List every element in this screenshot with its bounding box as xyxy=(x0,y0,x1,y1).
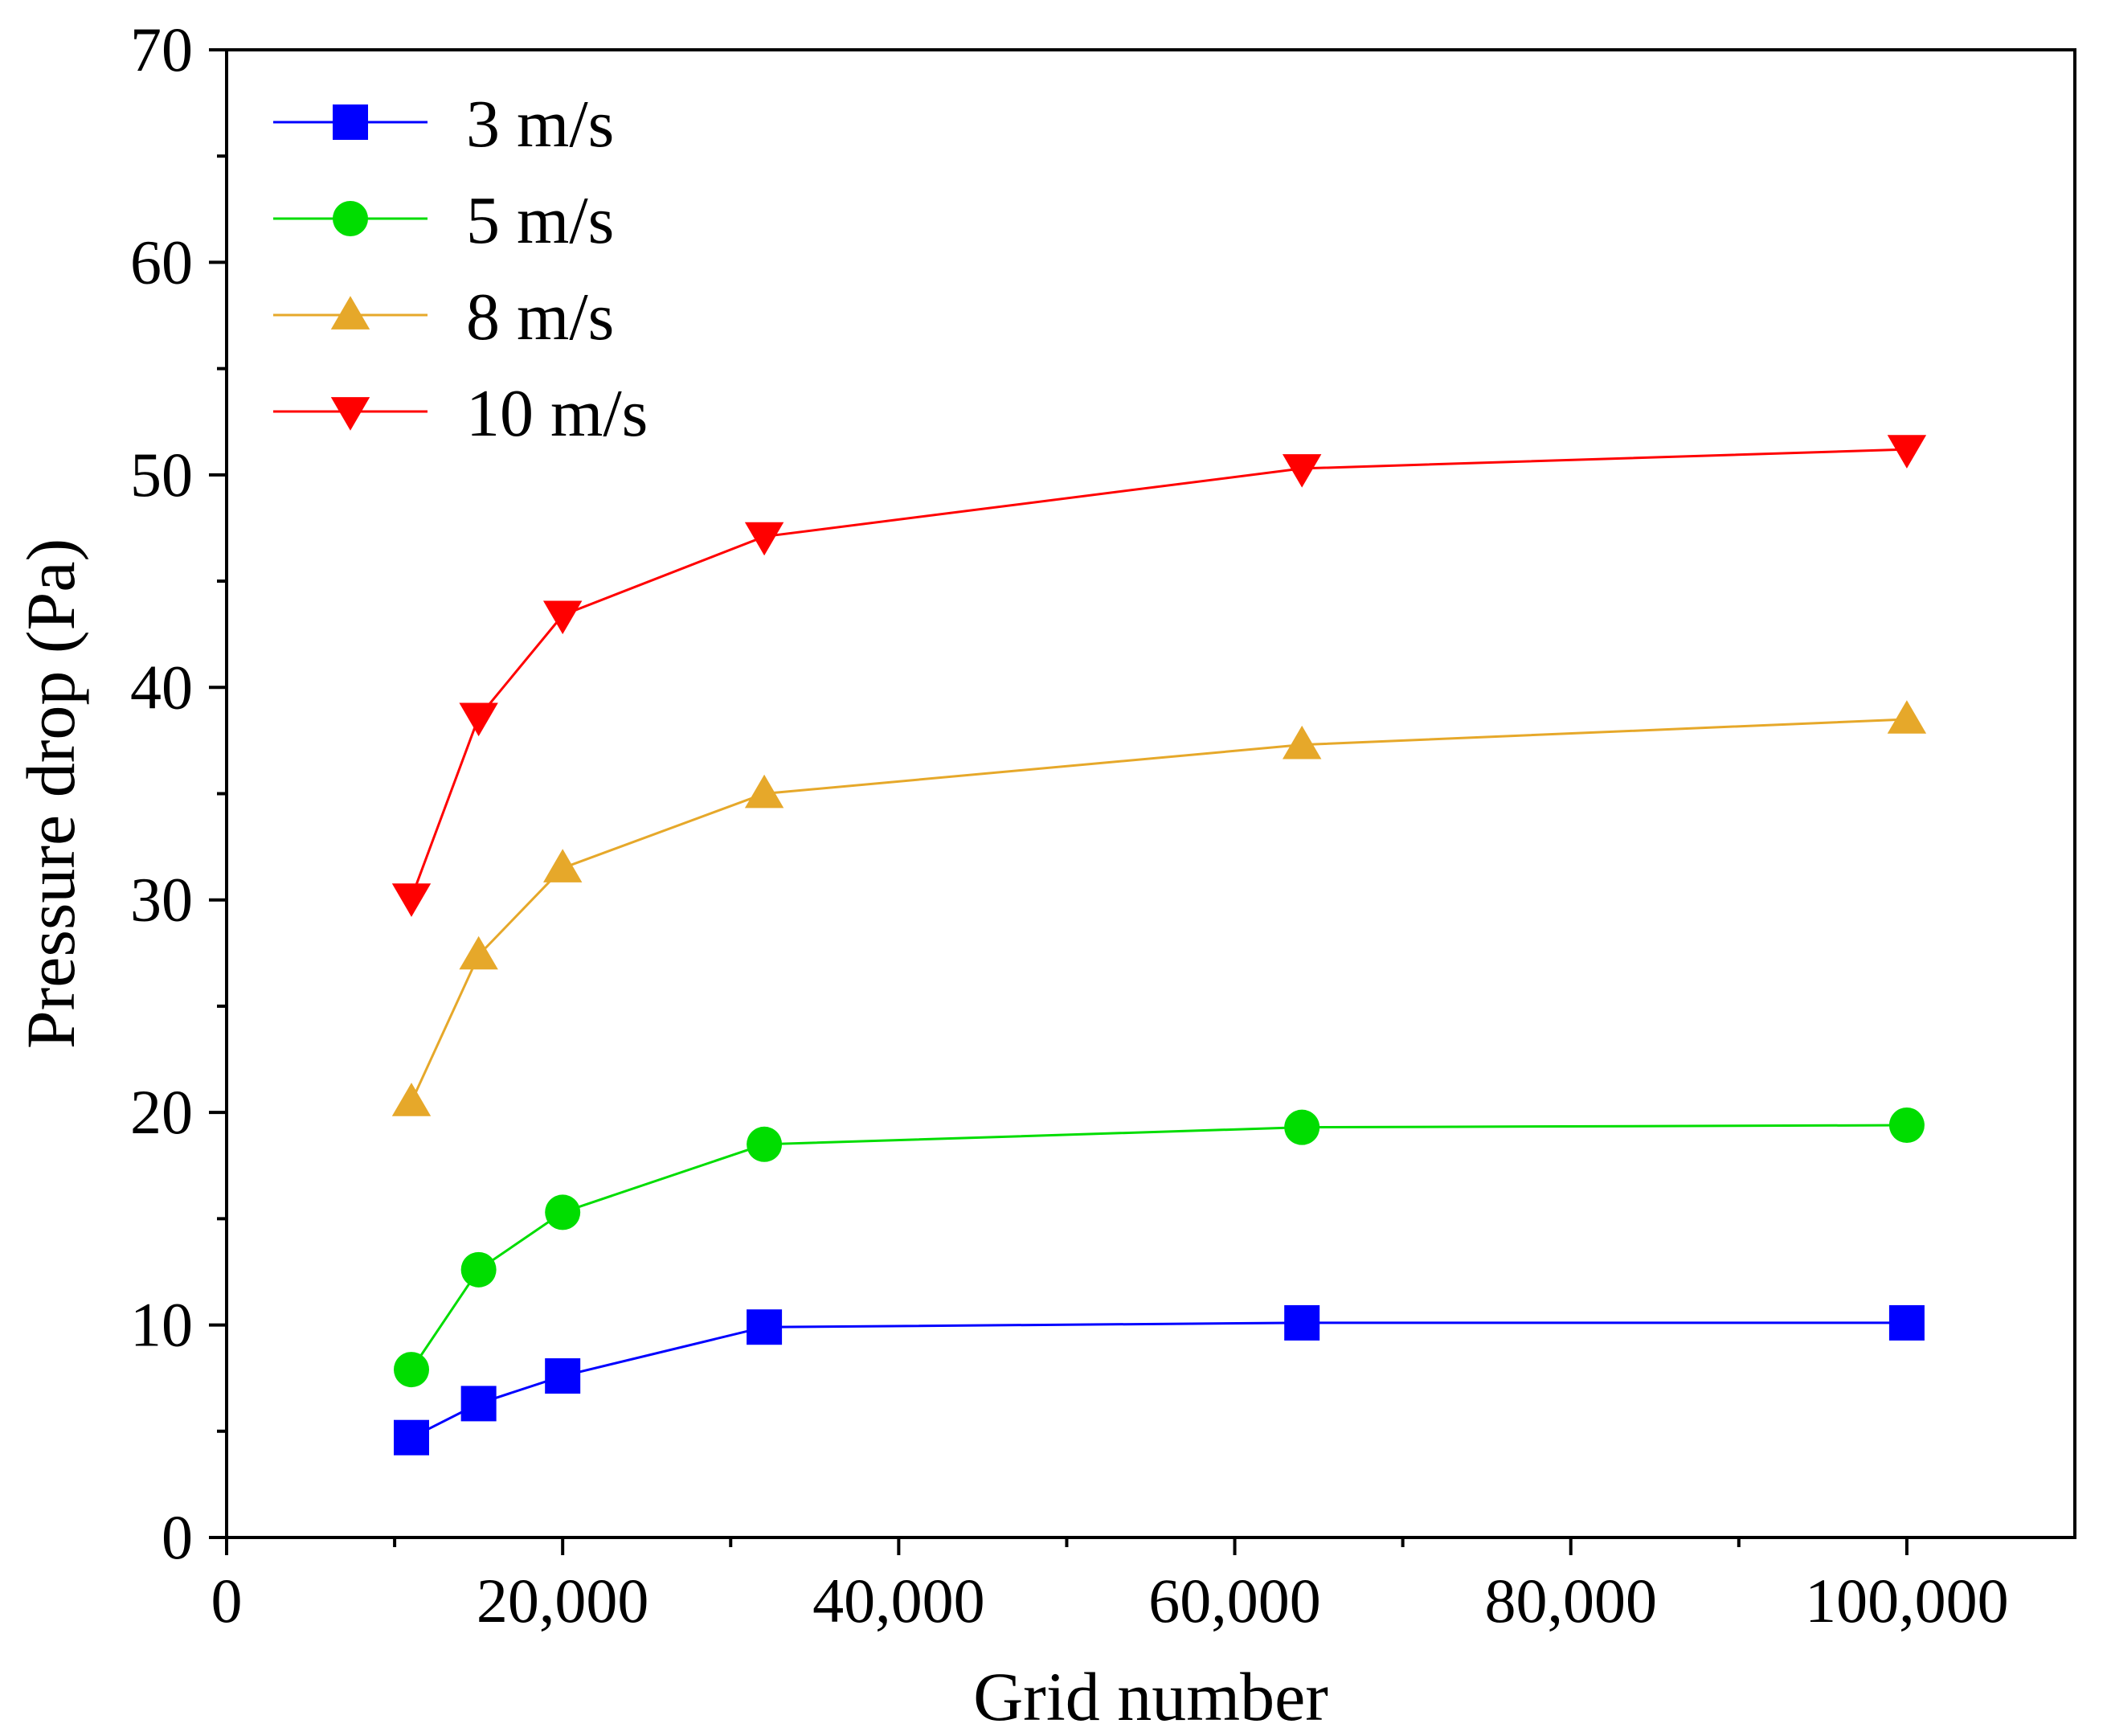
y-tick-label: 50 xyxy=(130,440,193,510)
data-point xyxy=(744,774,784,809)
data-point xyxy=(460,1386,497,1422)
x-axis: 0 20,000 40,000 60,000 80,000 100,000 xyxy=(211,1537,2009,1636)
y-tick-label: 0 xyxy=(162,1502,193,1572)
legend-item: 8 m/s xyxy=(273,280,614,354)
series-1 xyxy=(394,1108,1925,1388)
legend-marker xyxy=(333,104,368,140)
data-point xyxy=(747,1309,783,1345)
legend-label: 8 m/s xyxy=(466,280,614,354)
y-tick-label: 40 xyxy=(130,652,193,722)
legend-label: 5 m/s xyxy=(466,183,614,258)
y-tick-label: 70 xyxy=(130,14,193,84)
data-point xyxy=(744,522,784,556)
x-tick-label: 40,000 xyxy=(812,1566,985,1636)
data-point xyxy=(545,1358,581,1394)
x-tick-label: 80,000 xyxy=(1484,1566,1657,1636)
series-line xyxy=(410,448,1907,899)
data-point xyxy=(542,849,583,882)
x-tick-label: 20,000 xyxy=(477,1566,649,1636)
y-tick-label: 60 xyxy=(130,227,193,297)
data-point xyxy=(1282,454,1322,488)
legend-label: 10 m/s xyxy=(466,376,648,451)
data-point xyxy=(747,1126,783,1162)
data-point xyxy=(1888,1108,1925,1144)
x-tick-label: 60,000 xyxy=(1148,1566,1321,1636)
x-axis-title: Grid number xyxy=(973,1658,1328,1735)
legend: 3 m/s 5 m/s 8 m/s 10 m/s xyxy=(273,87,648,451)
data-point xyxy=(459,702,498,737)
y-axis-title: Pressure drop (Pa) xyxy=(12,538,89,1049)
data-point xyxy=(391,1083,432,1116)
data-point xyxy=(1284,1304,1320,1341)
data-point xyxy=(1887,700,1927,734)
legend-marker xyxy=(330,296,370,330)
x-tick-label: 100,000 xyxy=(1805,1566,2009,1636)
y-tick-label: 20 xyxy=(130,1077,193,1147)
x-tick-label: 0 xyxy=(211,1566,243,1636)
series-line xyxy=(410,1124,1907,1370)
series-3 xyxy=(391,435,1927,917)
legend-marker xyxy=(330,397,370,431)
y-axis: 0 10 20 30 40 50 60 70 xyxy=(130,14,227,1572)
data-point xyxy=(1888,1304,1925,1341)
y-tick-label: 10 xyxy=(130,1290,193,1360)
data-point xyxy=(391,883,432,917)
legend-label: 3 m/s xyxy=(466,87,614,162)
series-0 xyxy=(394,1304,1925,1456)
legend-marker xyxy=(333,201,368,236)
data-point xyxy=(545,1194,581,1230)
data-point xyxy=(460,1251,497,1288)
legend-item: 5 m/s xyxy=(273,183,614,258)
data-point xyxy=(1282,725,1322,760)
y-tick-label: 30 xyxy=(130,865,193,935)
data-point xyxy=(459,936,498,970)
data-point xyxy=(542,600,583,635)
data-point xyxy=(394,1419,429,1456)
legend-item: 3 m/s xyxy=(273,87,614,162)
legend-item: 10 m/s xyxy=(273,376,648,451)
data-point xyxy=(1887,435,1927,469)
data-point xyxy=(394,1352,429,1388)
data-point xyxy=(1284,1109,1320,1145)
series-2 xyxy=(391,700,1927,1116)
series-layer xyxy=(391,435,1927,1456)
series-line xyxy=(410,718,1907,1103)
